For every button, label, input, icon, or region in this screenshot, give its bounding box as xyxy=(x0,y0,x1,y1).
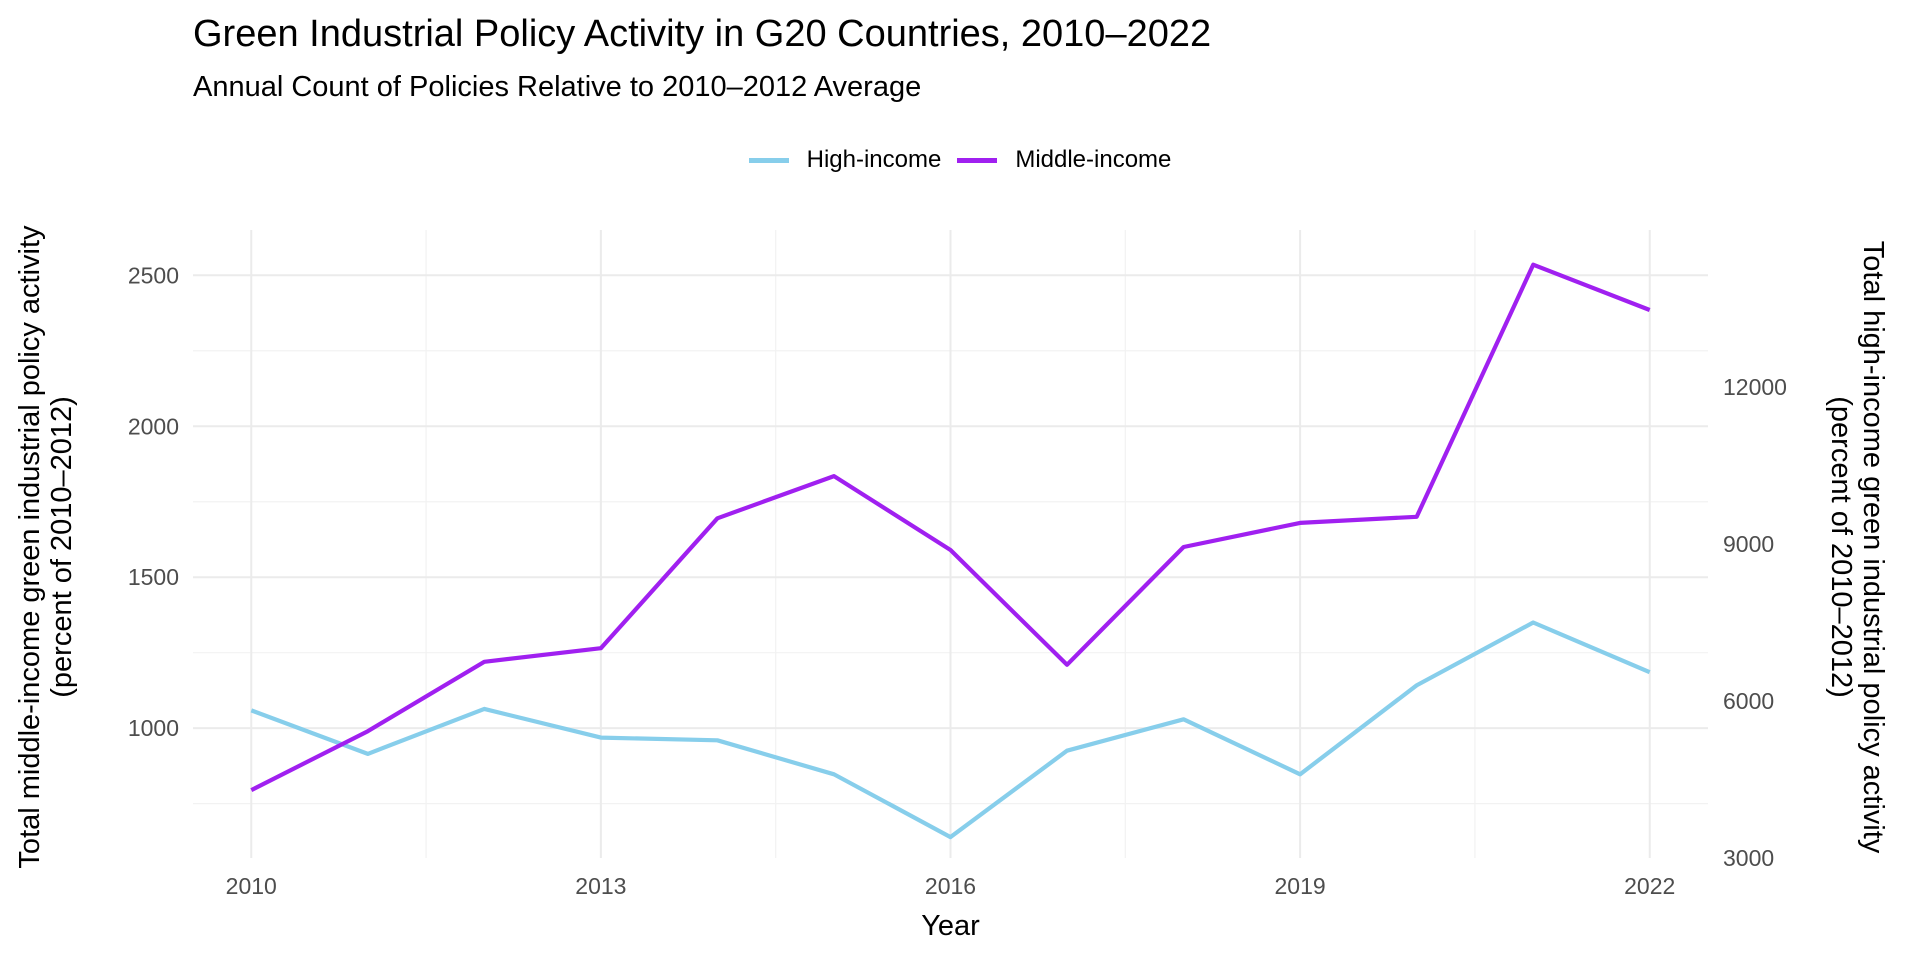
chart-subtitle: Annual Count of Policies Relative to 201… xyxy=(193,71,922,103)
x-tick-label: 2013 xyxy=(575,873,626,899)
x-axis-title: Year xyxy=(921,910,980,942)
x-tick-label: 2010 xyxy=(226,873,277,899)
y-left-tick-label: 1500 xyxy=(128,564,179,590)
legend-label-middle-income: Middle-income xyxy=(1015,146,1172,173)
chart-title: Green Industrial Policy Activity in G20 … xyxy=(193,13,1212,55)
y-right-tick-label: 3000 xyxy=(1723,845,1774,871)
legend-label-high-income: High-income xyxy=(806,146,942,173)
series-line-middle-income xyxy=(250,262,1651,792)
y-right-tick-label: 9000 xyxy=(1723,531,1774,557)
y-right-tick-label: 6000 xyxy=(1723,688,1774,714)
y-left-tick-label: 2000 xyxy=(128,413,179,439)
legend-item-middle-income: Middle-income xyxy=(957,146,1171,174)
legend-key-high-income xyxy=(748,157,789,163)
y-left-axis-title: Total middle-income green industrial pol… xyxy=(14,225,78,869)
y-left-tick-label: 1000 xyxy=(128,715,179,741)
x-tick-label: 2022 xyxy=(1624,873,1675,899)
legend: High-income Middle-income xyxy=(0,146,1920,174)
legend-item-high-income: High-income xyxy=(748,146,942,174)
series-line-high-income xyxy=(250,620,1651,840)
y-right-tick-label: 12000 xyxy=(1723,374,1787,400)
y-right-axis-title: Total high-income green industrial polic… xyxy=(1825,241,1889,854)
x-tick-label: 2016 xyxy=(925,873,976,899)
x-tick-label: 2019 xyxy=(1275,873,1326,899)
y-left-tick-label: 2500 xyxy=(128,262,179,288)
legend-key-middle-income xyxy=(957,157,998,163)
